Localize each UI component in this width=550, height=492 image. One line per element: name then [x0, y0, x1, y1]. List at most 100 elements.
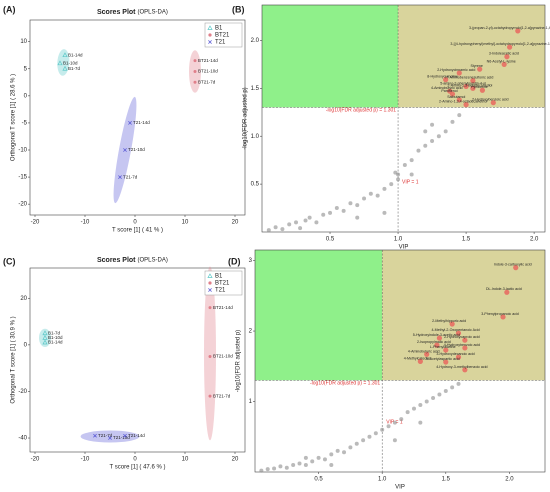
legend-label: BT21: [215, 33, 230, 39]
point: [193, 69, 197, 73]
y-tick-label: 0: [24, 93, 28, 99]
y-tick-label: -15: [18, 175, 27, 181]
point-label: Styrene: [470, 64, 482, 68]
point-label: B1-10d: [63, 61, 78, 66]
point: [348, 201, 353, 206]
point: [515, 28, 521, 34]
point: [449, 321, 455, 327]
legend-marker: [207, 25, 213, 30]
point-label: T21-7d: [123, 174, 138, 179]
y-tick-label: 1.5: [251, 86, 260, 92]
point: [456, 381, 461, 386]
point: [456, 97, 462, 103]
point: [322, 457, 327, 462]
point: [314, 220, 319, 225]
point: [392, 438, 397, 443]
point: [328, 210, 333, 215]
point: [273, 225, 278, 230]
point: [193, 80, 197, 84]
x-axis-label: VIP: [395, 485, 405, 491]
point-label: 8-Hydroxyquinoline: [427, 75, 458, 79]
point-label: Indole-3-carboxylic acid: [494, 263, 532, 267]
point: [259, 468, 264, 473]
point: [430, 139, 435, 144]
point: [303, 455, 308, 460]
point: [208, 355, 212, 359]
point: [430, 122, 435, 127]
point: [57, 60, 63, 66]
y-tick-label: 2: [249, 329, 253, 335]
point: [42, 330, 48, 336]
y-axis-label: Orthogonal T score [1] ( 28.6 % ): [11, 74, 17, 161]
plot-frame: [261, 4, 546, 233]
y-tick-label: -5: [22, 120, 28, 126]
chart-title: Scores Plot: [97, 9, 136, 16]
point: [434, 342, 440, 348]
threshold-h-label: -log10(FDR adjusted p) = 1.301: [326, 108, 396, 114]
point: [42, 334, 48, 340]
point: [443, 77, 449, 83]
point: [443, 359, 449, 365]
point: [443, 388, 448, 393]
x-tick-label: 20: [232, 220, 239, 226]
point-label: N-Acetylaspartic acid: [426, 357, 460, 361]
point: [409, 172, 414, 177]
chart-subtitle: (OPLS-DA): [138, 10, 168, 16]
point: [303, 462, 308, 467]
point: [457, 113, 462, 118]
point-label: B1-14d: [48, 340, 63, 345]
point: [373, 431, 378, 436]
point-label: BT21-10d: [198, 69, 218, 74]
y-tick-label: 10: [20, 39, 27, 45]
legend-label: B1: [215, 274, 223, 280]
x-tick-label: 1.0: [394, 237, 403, 243]
legend-label: T21: [215, 288, 226, 294]
point: [361, 438, 366, 443]
legend-label: B1: [215, 26, 223, 32]
point-label: 4-Aminobutyric acid: [431, 86, 463, 90]
point: [123, 148, 127, 152]
point-label: L-Phenylalanine: [430, 345, 456, 349]
point-label: T21-10d: [128, 147, 145, 152]
point-label: 2-Amino-1,3-octadecanediol: [447, 83, 492, 87]
point-label: T21-7d: [98, 433, 113, 438]
right-region: [382, 250, 545, 381]
point: [355, 215, 360, 220]
point: [450, 119, 455, 124]
point-label: 4-Hydroxybenzoic acid: [444, 343, 480, 347]
point: [294, 220, 299, 225]
point-label: 3-Indoleacetic acid: [489, 52, 519, 56]
point-label: 3-Hydroxydecanoic acid: [436, 352, 474, 356]
left-region: [255, 250, 383, 381]
point: [423, 129, 428, 134]
point-label: 2-Methylhippuric acid: [432, 319, 466, 323]
point: [455, 354, 462, 360]
legend-marker: [207, 273, 213, 278]
point: [382, 186, 387, 191]
point: [411, 406, 416, 411]
point-label: 4-Aminobutyric acid: [408, 349, 440, 353]
point: [463, 83, 469, 90]
point: [479, 87, 486, 93]
plot-frame: [29, 267, 246, 453]
point-label: 4-Methyl-2-Oxopentanoic Acid: [431, 328, 479, 332]
point-label: Pyridoxine: [471, 85, 488, 89]
point: [316, 455, 321, 460]
group-ellipse: [204, 266, 216, 441]
point: [443, 347, 449, 353]
point-label: T21-14d: [133, 120, 150, 125]
point: [342, 450, 347, 455]
point: [393, 170, 398, 175]
point: [418, 403, 423, 408]
group-ellipse: [80, 430, 140, 443]
point: [193, 59, 197, 63]
point: [462, 367, 468, 373]
panel-label: (C): [3, 256, 16, 266]
point-label: 3-(propan-2-yl)-octahydropyrrolo[1,2-a]p…: [469, 26, 550, 30]
y-tick-label: -40: [18, 436, 27, 442]
point: [470, 85, 476, 91]
point-label: B1-7d: [48, 330, 61, 335]
legend-marker: [208, 33, 212, 37]
point: [266, 228, 271, 233]
point-label: 2-Aminobenzenesulfonic acid: [446, 76, 493, 80]
